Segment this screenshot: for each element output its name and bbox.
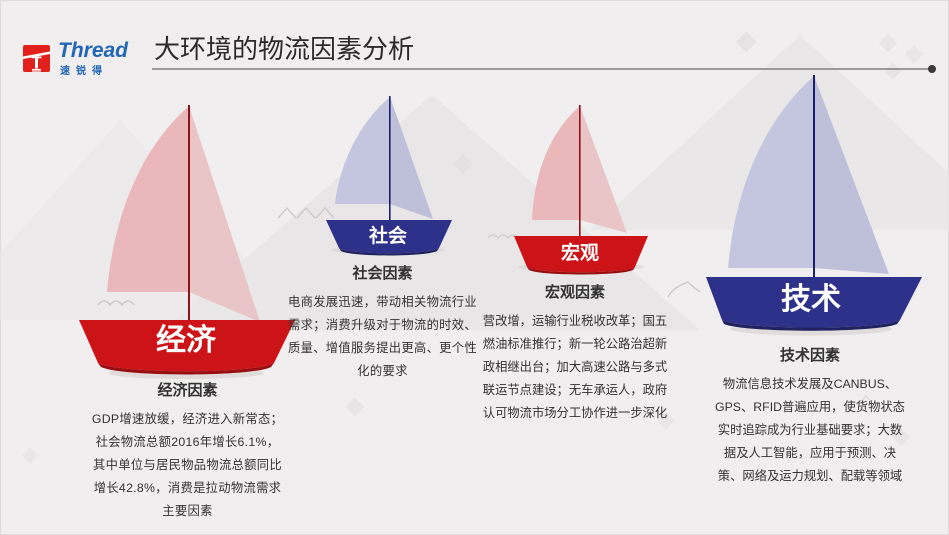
svg-text:技术: 技术 <box>781 283 841 316</box>
svg-text:社会: 社会 <box>368 224 407 247</box>
svg-text:经济: 经济 <box>156 323 217 357</box>
svg-text:宏观: 宏观 <box>561 241 599 264</box>
